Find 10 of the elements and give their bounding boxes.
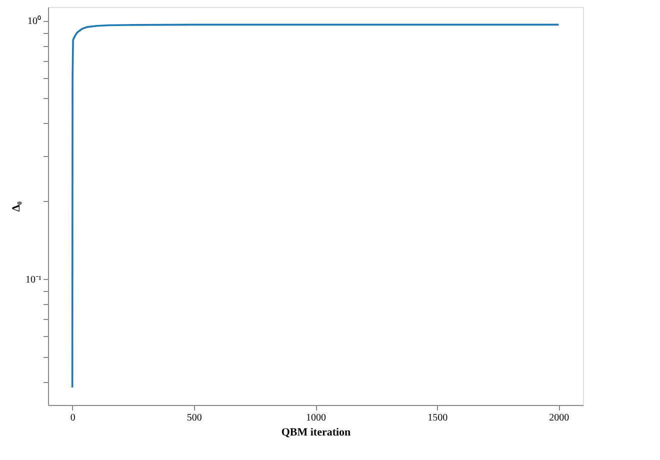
x-tick-label: 2000 [549,412,570,424]
x-axis-title: QBM iteration [281,426,351,438]
x-tick-label: 1000 [306,412,326,424]
y-axis-title: Δ₀ [10,200,22,212]
x-tick-label: 0 [70,412,76,424]
y-tick-label: 10⁻¹ [26,274,42,286]
y-tick-label: 10⁰ [28,15,42,28]
x-tick-label: 500 [186,412,202,424]
line-series [71,24,560,388]
x-tick-label: 1500 [428,412,448,424]
